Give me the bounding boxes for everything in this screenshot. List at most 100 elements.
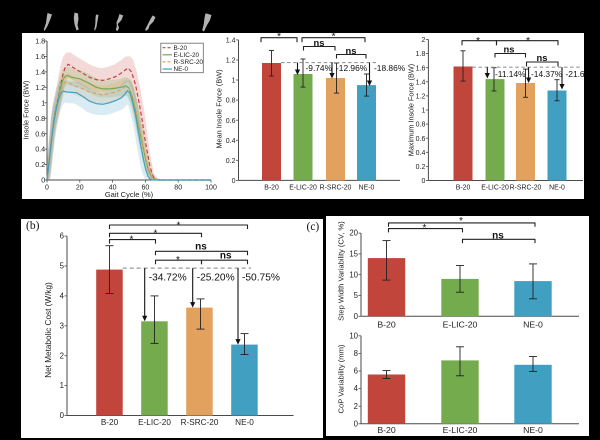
svg-text:B-20: B-20 [456, 185, 471, 192]
svg-text:NE-0: NE-0 [235, 418, 254, 427]
svg-text:B-20: B-20 [264, 185, 279, 192]
svg-text:ns: ns [314, 37, 325, 48]
svg-text:8: 8 [354, 349, 358, 358]
svg-text:E-LIC-20: E-LIC-20 [481, 185, 509, 192]
svg-text:B-20: B-20 [377, 320, 396, 330]
svg-text:-25.20%: -25.20% [197, 273, 235, 284]
svg-text:B-20: B-20 [101, 418, 119, 427]
svg-text:NE-0: NE-0 [359, 185, 375, 192]
svg-text:3: 3 [60, 321, 64, 330]
svg-text:0: 0 [354, 419, 359, 428]
svg-text:CoP Variability (mm): CoP Variability (mm) [337, 344, 346, 413]
svg-text:5: 5 [354, 291, 359, 300]
svg-text:4: 4 [60, 292, 65, 301]
svg-text:40: 40 [109, 185, 117, 192]
svg-text:R-SRC-20: R-SRC-20 [510, 185, 542, 192]
svg-text:Gait Cycle (%): Gait Cycle (%) [105, 190, 154, 199]
svg-text:10: 10 [349, 331, 358, 340]
svg-text:2: 2 [421, 37, 425, 44]
svg-text:R-SRC-20: R-SRC-20 [174, 59, 204, 66]
svg-text:ns: ns [195, 242, 207, 253]
svg-text:Insole Force (BW): Insole Force (BW) [22, 81, 31, 140]
svg-text:0.2: 0.2 [416, 164, 426, 171]
svg-text:Maximum Insole Force (BW): Maximum Insole Force (BW) [407, 64, 416, 156]
svg-text:1.8: 1.8 [416, 51, 426, 58]
svg-text:0: 0 [354, 312, 359, 321]
svg-text:0.8: 0.8 [226, 98, 236, 105]
svg-text:E-LIC-20: E-LIC-20 [174, 52, 200, 59]
svg-text:2: 2 [60, 351, 64, 360]
svg-text:1.8: 1.8 [35, 37, 45, 46]
svg-text:1.2: 1.2 [226, 58, 236, 65]
svg-text:NE-0: NE-0 [549, 185, 565, 192]
svg-text:1: 1 [41, 98, 45, 107]
svg-text:60: 60 [142, 185, 150, 192]
svg-text:0: 0 [421, 178, 425, 185]
svg-text:-21.69%: -21.69% [566, 69, 598, 79]
svg-text:1.2: 1.2 [35, 83, 45, 92]
svg-text:-9.74%: -9.74% [306, 63, 333, 73]
svg-text:R-SRC-20: R-SRC-20 [320, 185, 352, 192]
svg-text:*: * [526, 35, 530, 47]
svg-text:-50.75%: -50.75% [242, 273, 280, 284]
svg-text:15: 15 [349, 250, 358, 259]
svg-text:1.4: 1.4 [35, 68, 45, 77]
svg-text:E-LIC-20: E-LIC-20 [289, 185, 317, 192]
svg-text:NE-0: NE-0 [523, 425, 543, 435]
svg-text:0.8: 0.8 [416, 122, 426, 129]
svg-text:-18.86%: -18.86% [374, 63, 406, 73]
svg-text:1.2: 1.2 [416, 94, 426, 101]
svg-text:1.4: 1.4 [416, 79, 426, 86]
svg-text:Step Width Variability (CV, %): Step Width Variability (CV, %) [337, 221, 346, 321]
svg-text:0.4: 0.4 [416, 150, 426, 157]
svg-text:0.6: 0.6 [35, 129, 45, 138]
svg-text:*: * [154, 229, 158, 240]
svg-text:0.2: 0.2 [35, 160, 45, 169]
svg-text:4: 4 [354, 384, 359, 393]
svg-text:20: 20 [349, 229, 358, 238]
svg-text:ns: ns [504, 43, 515, 54]
svg-text:80: 80 [174, 185, 182, 192]
svg-text:6: 6 [354, 367, 358, 376]
svg-text:*: * [277, 31, 281, 43]
svg-text:ns: ns [220, 251, 232, 262]
svg-text:*: * [130, 234, 134, 245]
svg-text:1.4: 1.4 [226, 38, 236, 45]
svg-text:B-20: B-20 [377, 425, 396, 435]
svg-text:E-LIC-20: E-LIC-20 [443, 425, 478, 435]
svg-text:0: 0 [45, 185, 49, 192]
svg-text:0.4: 0.4 [226, 138, 236, 145]
svg-text:0.6: 0.6 [226, 118, 236, 125]
svg-text:B-20: B-20 [174, 45, 188, 52]
svg-text:-34.72%: -34.72% [149, 273, 187, 284]
svg-text:1: 1 [60, 381, 64, 390]
svg-text:Net Metabolic Cost (W/kg): Net Metabolic Cost (W/kg) [44, 282, 53, 378]
svg-text:2: 2 [354, 402, 358, 411]
svg-text:1: 1 [421, 108, 425, 115]
svg-text:20: 20 [76, 185, 84, 192]
svg-text:5: 5 [60, 262, 65, 271]
svg-text:*: * [331, 31, 335, 43]
svg-text:10: 10 [349, 270, 358, 279]
svg-text:ns: ns [346, 45, 357, 56]
svg-text:(c): (c) [307, 221, 320, 233]
svg-text:E-LIC-20: E-LIC-20 [443, 320, 478, 330]
svg-text:E-LIC-20: E-LIC-20 [138, 418, 171, 427]
svg-text:*: * [177, 221, 181, 232]
svg-text:0.4: 0.4 [35, 145, 45, 154]
svg-text:0: 0 [232, 178, 236, 185]
svg-text:R-SRC-20: R-SRC-20 [181, 418, 219, 427]
svg-text:0.2: 0.2 [226, 158, 236, 165]
svg-text:0: 0 [41, 176, 45, 185]
svg-text:Mean Insole Force (BW): Mean Insole Force (BW) [215, 69, 224, 148]
svg-text:NE-0: NE-0 [174, 66, 189, 73]
svg-text:(b): (b) [26, 220, 40, 232]
svg-text:1: 1 [232, 78, 236, 85]
svg-text:0.8: 0.8 [35, 114, 45, 123]
svg-text:ns: ns [537, 52, 548, 63]
svg-text:1.6: 1.6 [35, 52, 45, 61]
svg-text:1.6: 1.6 [416, 65, 426, 72]
svg-text:NE-0: NE-0 [523, 320, 543, 330]
svg-text:-12.96%: -12.96% [336, 63, 368, 73]
svg-text:6: 6 [60, 232, 64, 241]
